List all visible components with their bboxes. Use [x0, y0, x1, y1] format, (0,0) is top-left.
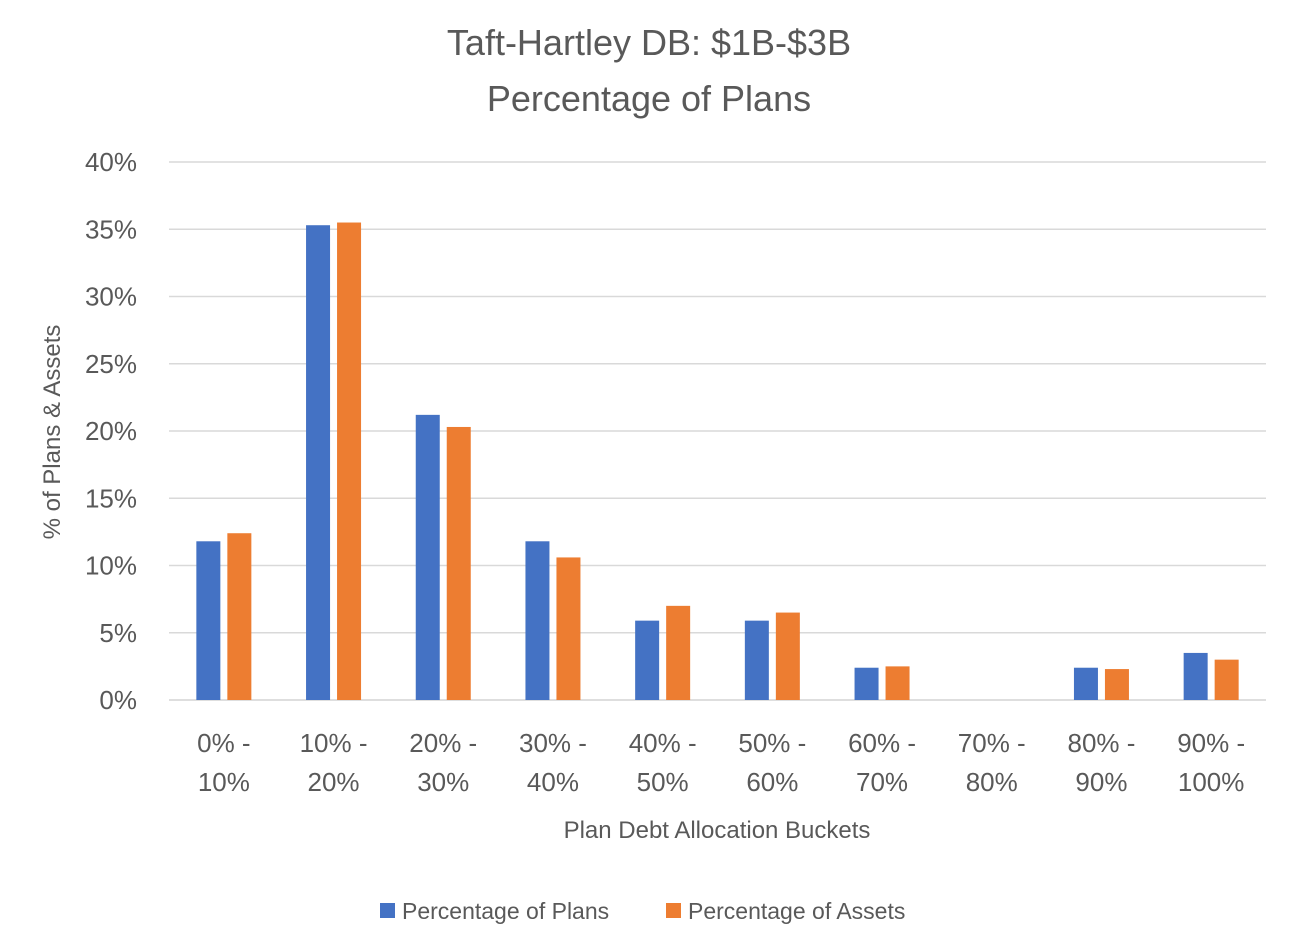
x-tick-label: 90%	[1075, 767, 1127, 797]
y-tick-label: 25%	[85, 349, 137, 379]
bar-assets	[1104, 669, 1129, 700]
chart-title-line-1: Taft-Hartley DB: $1B-$3B	[446, 22, 852, 63]
y-axis-label: % of Plans & Assets	[39, 325, 66, 540]
bar-assets	[775, 612, 800, 700]
bar-assets	[885, 666, 910, 700]
x-tick-label: 20% -	[409, 728, 477, 758]
y-tick-label: 15%	[85, 483, 137, 513]
bar-assets	[556, 557, 581, 700]
x-tick-label: 60% -	[848, 728, 916, 758]
x-tick-label: 100%	[1178, 767, 1245, 797]
chart-title-line-2: Percentage of Plans	[486, 78, 812, 119]
y-tick-label: 20%	[85, 416, 137, 446]
bar-plans	[1183, 652, 1208, 700]
y-tick-label: 0%	[99, 685, 137, 715]
x-tick-label: 70%	[856, 767, 908, 797]
y-tick-label: 35%	[85, 214, 137, 244]
x-tick-label: 40%	[527, 767, 579, 797]
x-tick-label: 80%	[966, 767, 1018, 797]
x-tick-label: 50%	[637, 767, 689, 797]
x-axis-label: Plan Debt Allocation Buckets	[564, 817, 871, 844]
x-tick-label: 0% -	[197, 728, 250, 758]
bar-assets	[666, 605, 691, 700]
bar-plans	[1073, 667, 1098, 700]
bar-plans	[854, 667, 879, 700]
bar-plans	[306, 225, 331, 700]
y-tick-label: 30%	[85, 282, 137, 312]
x-tick-label: 10% -	[300, 728, 368, 758]
x-tick-label: 20%	[308, 767, 360, 797]
legend-swatch	[380, 903, 395, 918]
x-tick-label: 30%	[417, 767, 469, 797]
x-tick-label: 50% -	[738, 728, 806, 758]
y-tick-label: 10%	[85, 551, 137, 581]
bar-plans	[415, 414, 440, 700]
x-tick-label: 80% -	[1067, 728, 1135, 758]
bar-assets	[227, 533, 252, 700]
legend-label: Percentage of Plans	[402, 898, 609, 924]
x-tick-label: 40% -	[629, 728, 697, 758]
y-tick-label: 40%	[85, 147, 137, 177]
y-tick-label: 5%	[99, 618, 137, 648]
bar-plans	[744, 620, 769, 700]
bar-plans	[635, 620, 660, 700]
x-tick-label: 90% -	[1177, 728, 1245, 758]
x-tick-label: 70% -	[958, 728, 1026, 758]
legend-swatch	[666, 903, 681, 918]
legend: Percentage of Plans Percentage of Assets	[380, 898, 905, 924]
x-tick-label: 60%	[746, 767, 798, 797]
bar-plans	[525, 541, 550, 700]
x-tick-label: 10%	[198, 767, 250, 797]
legend-label: Percentage of Assets	[688, 898, 905, 924]
x-tick-label: 30% -	[519, 728, 587, 758]
bar-assets	[337, 222, 362, 700]
bar-assets	[1214, 659, 1239, 700]
bar-plans	[196, 541, 221, 700]
bar-assets	[446, 426, 471, 700]
